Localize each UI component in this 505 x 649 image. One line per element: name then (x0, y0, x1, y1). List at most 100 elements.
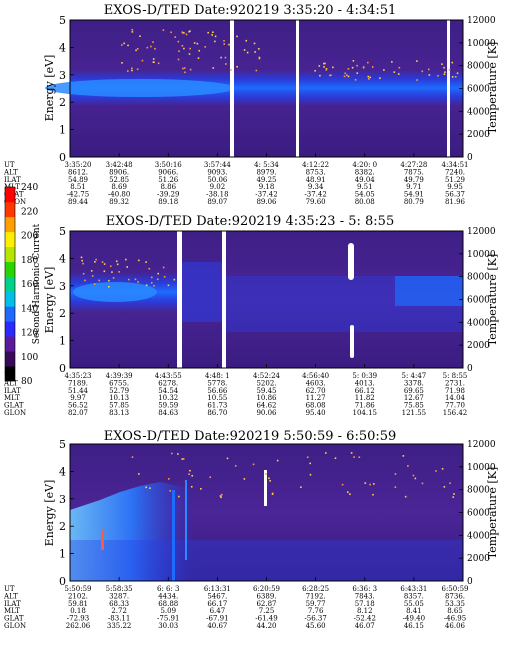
temperature-point (146, 46, 149, 49)
orbit-cell: 45.60 (306, 622, 326, 630)
temperature-point (220, 493, 223, 496)
orbit-cell: 11.82 (355, 394, 375, 402)
temperature-point (416, 79, 418, 81)
temperature-point (371, 66, 374, 68)
colorbar-tick-label: 140 (21, 304, 38, 314)
panel-3-streak-2 (172, 490, 175, 581)
temperature-point (369, 76, 371, 79)
orbit-cell: 6:43:31 (400, 585, 427, 593)
temperature-point (111, 271, 113, 273)
colorbar-step (5, 276, 15, 292)
temperature-point (451, 76, 454, 78)
orbit-cell: 8753. (306, 168, 326, 176)
temperature-point (373, 483, 375, 485)
orbit-cell: 4:34:51 (442, 161, 469, 169)
ytick-label: 3 (59, 493, 66, 506)
temperature-point (219, 495, 222, 497)
ytick-label: 3 (59, 280, 66, 293)
temperature-point (127, 44, 129, 47)
temperature-point (393, 71, 396, 73)
ytick-label: 1 (59, 548, 66, 561)
orbit-cell: 4603. (306, 379, 326, 387)
orbit-cell: 4:56:40 (302, 372, 329, 380)
temperature-point (171, 452, 173, 455)
panel-2-band-core (73, 282, 157, 302)
orbit-cell: 10.86 (256, 394, 277, 402)
orbit-cell: 6: 6: 3 (157, 585, 180, 593)
orbit-cell: 68.88 (158, 600, 178, 608)
temperature-point (197, 57, 200, 59)
temperature-point (354, 78, 357, 81)
orbit-cell: 10.32 (158, 394, 178, 402)
temperature-point (167, 284, 170, 287)
orbit-row-label: MLT (4, 607, 20, 615)
orbit-cell: -40.80 (108, 191, 130, 199)
orbit-cell: 3:35:20 (65, 161, 92, 169)
temperature-point (394, 486, 397, 488)
y2tick-label: 8000 (467, 62, 490, 72)
panel-1-gap-3 (447, 20, 450, 157)
panel-1-y2label: Temperature [K] (486, 42, 499, 134)
orbit-row-label: ILAT (4, 176, 21, 184)
temperature-point (118, 271, 120, 273)
temperature-point (212, 31, 214, 34)
temperature-point (150, 282, 153, 284)
temperature-point (271, 492, 274, 495)
temperature-point (255, 69, 258, 72)
ytick-label: 3 (59, 69, 66, 82)
orbit-cell: 71.86 (355, 402, 376, 410)
orbit-row-label: ILAT (4, 387, 21, 395)
temperature-point (173, 278, 176, 281)
temperature-point (185, 33, 188, 36)
temperature-point (441, 468, 444, 470)
temperature-point (82, 262, 84, 265)
temperature-point (367, 75, 370, 78)
temperature-point (379, 77, 381, 79)
panel-2-spike-1 (348, 243, 354, 280)
orbit-cell: 8357. (404, 592, 424, 600)
temperature-point (323, 66, 325, 68)
orbit-row-label: UT (4, 585, 15, 593)
temperature-point (127, 70, 129, 72)
temperature-point (167, 478, 170, 480)
temperature-point (136, 68, 139, 71)
y2tick-label: 4000 (467, 107, 490, 117)
temperature-point (154, 47, 156, 50)
panel-2-band-mid (182, 262, 222, 322)
colorbar-step (5, 187, 15, 203)
temperature-point (184, 71, 186, 74)
temperature-point (228, 43, 230, 46)
orbit-cell: 54.05 (355, 191, 375, 199)
temperature-point (372, 493, 374, 496)
colorbar-step (5, 231, 15, 247)
temperature-point (134, 278, 137, 281)
colorbar-tick-label: 200 (21, 232, 38, 242)
temperature-point (90, 270, 93, 272)
ytick-label: 4 (59, 252, 66, 265)
ytick-label: 1 (59, 335, 66, 348)
orbit-cell: 5.09 (160, 607, 176, 615)
orbit-cell: -52.42 (354, 615, 376, 623)
temperature-point (346, 74, 348, 77)
y2tick-label: 0 (467, 364, 473, 374)
temperature-point (271, 493, 274, 496)
temperature-point (358, 456, 361, 459)
orbit-cell: 54.54 (158, 387, 179, 395)
y2tick-label: 0 (467, 153, 473, 163)
orbit-cell: 66.17 (207, 600, 227, 608)
panel-3-band-low (70, 540, 463, 581)
ytick-label: 0 (59, 575, 66, 588)
orbit-cell: 48.91 (306, 176, 326, 184)
orbit-cell: 6389. (256, 592, 276, 600)
temperature-point (352, 60, 355, 62)
temperature-point (220, 56, 222, 59)
temperature-point (324, 62, 326, 65)
ytick-label: 2 (59, 520, 66, 533)
temperature-point (350, 452, 353, 454)
colorbar-tick-label: 180 (21, 256, 38, 266)
temperature-point (162, 266, 165, 269)
orbit-cell: 4013. (355, 379, 375, 387)
temperature-point (414, 477, 417, 480)
orbit-cell: -37.42 (255, 191, 277, 199)
panel-1-band-core (45, 79, 235, 97)
